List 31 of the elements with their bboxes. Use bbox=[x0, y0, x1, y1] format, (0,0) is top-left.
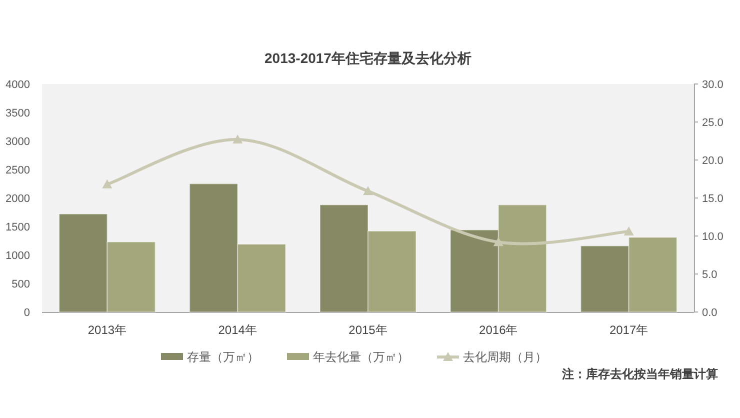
legend-label: 年去化量（万㎡） bbox=[313, 350, 409, 364]
point bbox=[102, 179, 112, 188]
y-tick-label: 3000 bbox=[6, 136, 30, 148]
y2-tick-label: 15.0 bbox=[702, 193, 724, 205]
legend-label: 存量（万㎡） bbox=[187, 350, 259, 364]
chart-title: 2013-2017年住宅存量及去化分析 bbox=[264, 50, 472, 66]
y-tick-label: 500 bbox=[12, 278, 30, 290]
x-tick-label: 2014年 bbox=[218, 323, 257, 337]
y-tick-label: 4000 bbox=[6, 79, 30, 91]
y-tick-label: 2000 bbox=[6, 193, 30, 205]
y2-tick-label: 10.0 bbox=[702, 231, 724, 243]
y-tick-label: 3500 bbox=[6, 108, 30, 120]
x-tick-label: 2017年 bbox=[609, 323, 648, 337]
y-tick-label: 1500 bbox=[6, 222, 30, 234]
x-tick-label: 2016年 bbox=[479, 323, 518, 337]
y-tick-label: 2500 bbox=[6, 164, 30, 176]
legend-label: 去化周期（月） bbox=[463, 350, 547, 364]
y2-tick-label: 5.0 bbox=[702, 269, 718, 281]
y2-tick-label: 30.0 bbox=[702, 79, 724, 91]
y2-tick-label: 0.0 bbox=[702, 307, 718, 319]
text: 注：库存去化按当年销量计算 bbox=[561, 367, 718, 381]
point bbox=[232, 134, 243, 144]
y-tick-label: 0 bbox=[24, 307, 30, 319]
x-tick-label: 2013年 bbox=[88, 323, 127, 337]
y2-tick-label: 20.0 bbox=[702, 155, 724, 167]
point bbox=[624, 226, 634, 236]
point bbox=[363, 186, 373, 196]
point bbox=[493, 237, 504, 246]
y-tick-label: 1000 bbox=[6, 250, 30, 262]
x-tick-label: 2015年 bbox=[348, 323, 388, 337]
y2-tick-label: 25.0 bbox=[702, 117, 724, 129]
